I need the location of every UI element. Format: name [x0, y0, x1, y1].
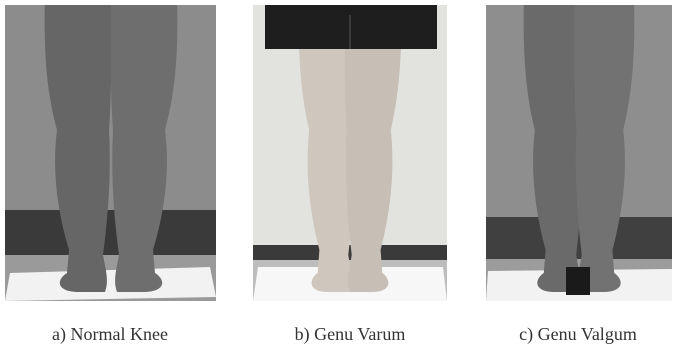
figure: a) Normal Knee b) Genu Varum c) Genu Val…: [0, 0, 675, 354]
photo-genu-varum: [253, 0, 447, 301]
photo-genu-valgum: [486, 0, 672, 301]
caption: c) Genu Valgum: [519, 324, 637, 345]
caption: a) Normal Knee: [52, 324, 168, 345]
caption: b) Genu Varum: [295, 324, 406, 345]
photo-normal-knee: [5, 0, 216, 301]
